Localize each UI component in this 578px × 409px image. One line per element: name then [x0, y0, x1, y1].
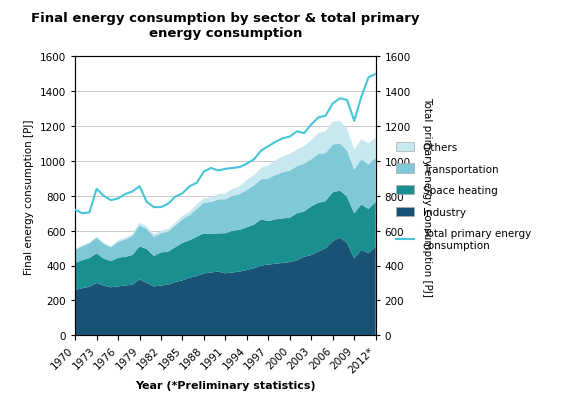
- Y-axis label: Total primary energy consumption [PJ]: Total primary energy consumption [PJ]: [422, 97, 432, 296]
- Legend: Others, Transportation, Space heating, Industry, Total primary energy
consumptio: Others, Transportation, Space heating, I…: [392, 139, 534, 254]
- Y-axis label: Final energy consumption [PJ]: Final energy consumption [PJ]: [24, 119, 34, 274]
- Text: Final energy consumption by sector & total primary
energy consumption: Final energy consumption by sector & tot…: [31, 12, 420, 40]
- X-axis label: Year (*Preliminary statistics): Year (*Preliminary statistics): [135, 380, 316, 390]
